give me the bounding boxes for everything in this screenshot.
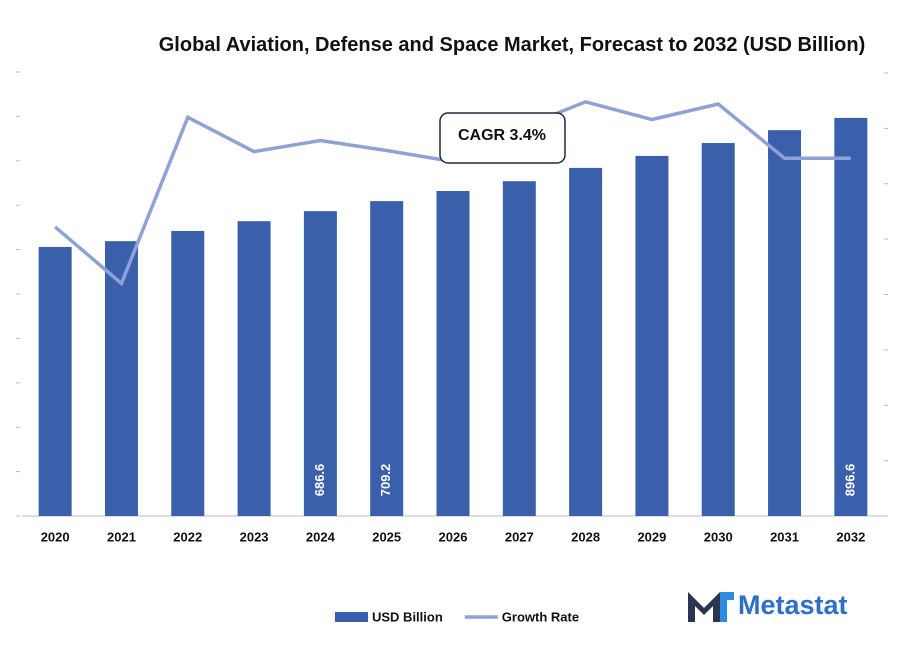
x-tick-label: 2028 [571,529,600,544]
bar [171,230,205,516]
data-label: 896.6 [842,464,857,497]
legend-swatch [335,612,368,622]
x-tick-label: 2021 [107,529,136,544]
bar [104,241,138,516]
x-tick-label: 2031 [770,529,799,544]
bar [370,201,404,516]
x-tick-label: 2022 [173,529,202,544]
bar [569,167,603,517]
x-tick-label: 2026 [439,529,468,544]
x-tick-label: 2027 [505,529,534,544]
x-tick-label: 2025 [372,529,401,544]
x-tick-label: 2024 [306,529,336,544]
logo-accent [720,592,734,622]
bar [237,221,271,516]
bar [768,130,802,516]
logo-icon [688,592,720,622]
bar [635,155,669,516]
logo-text: Metastat [738,590,848,620]
legend-label: Growth Rate [502,609,579,624]
bar [436,190,470,516]
bar [303,211,337,516]
bar [502,181,536,516]
x-tick-label: 2020 [41,529,70,544]
bar [701,143,735,517]
legend-label: USD Billion [372,609,443,624]
x-tick-label: 2032 [836,529,865,544]
data-label: 709.2 [378,464,393,497]
bar [38,246,72,516]
x-tick-label: 2030 [704,529,733,544]
annotation: CAGR 3.4% [458,127,546,144]
x-tick-label: 2023 [240,529,269,544]
chart-title: Global Aviation, Defense and Space Marke… [158,34,866,56]
bar [834,117,868,516]
x-tick-label: 2029 [637,529,666,544]
annotation-box [439,112,566,164]
data-label: 686.6 [312,464,327,497]
